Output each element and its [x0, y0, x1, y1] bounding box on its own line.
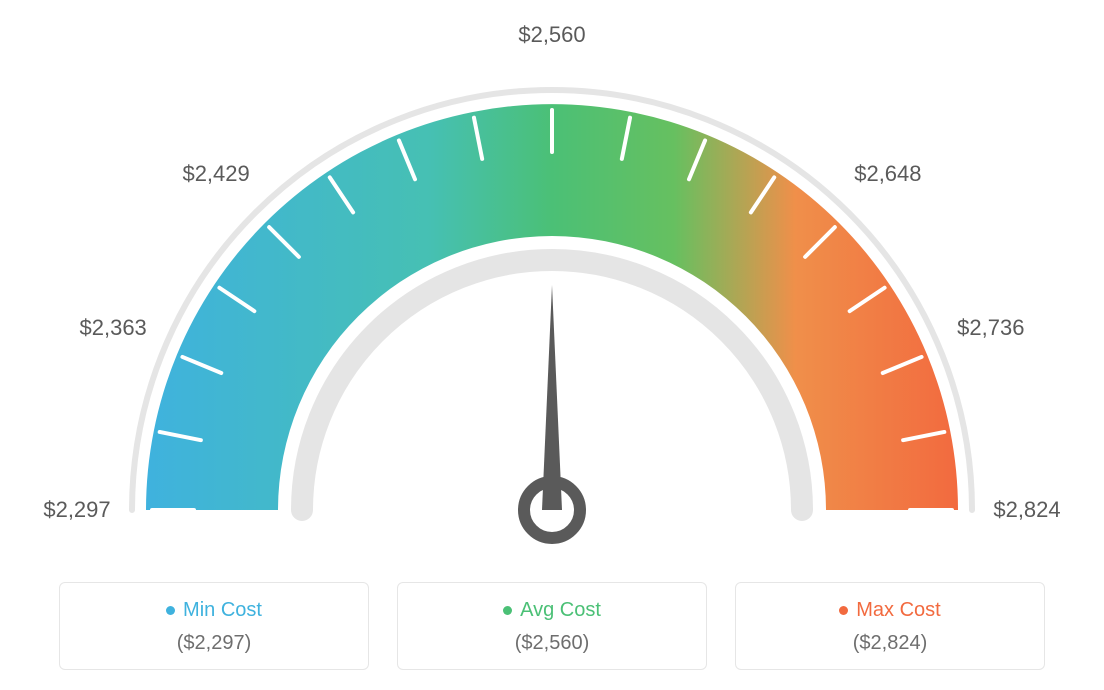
gauge-tick-label: $2,736 [957, 315, 1024, 341]
avg-cost-value: ($2,560) [398, 632, 706, 655]
gauge-tick-label: $2,297 [43, 497, 110, 523]
avg-cost-label-row: Avg Cost [398, 599, 706, 622]
summary-cards: Min Cost ($2,297) Avg Cost ($2,560) Max … [0, 582, 1104, 670]
cost-gauge-container: $2,297 $2,363 $2,429 $2,560 $2,648 $2,736 $2,8… [0, 0, 1104, 690]
avg-cost-card: Avg Cost ($2,560) [397, 582, 707, 670]
max-cost-label: Max Cost [856, 599, 940, 622]
min-cost-card: Min Cost ($2,297) [59, 582, 369, 670]
min-cost-label: Min Cost [183, 599, 262, 622]
gauge-svg [0, 0, 1104, 560]
max-cost-label-row: Max Cost [736, 599, 1044, 622]
gauge-tick-label: $2,560 [518, 22, 585, 48]
min-cost-dot [166, 606, 175, 615]
max-cost-value: ($2,824) [736, 632, 1044, 655]
gauge-tick-label: $2,824 [993, 497, 1060, 523]
avg-cost-dot [503, 606, 512, 615]
max-cost-dot [839, 606, 848, 615]
avg-cost-label: Avg Cost [520, 599, 601, 622]
gauge-tick-label: $2,648 [854, 161, 921, 187]
min-cost-value: ($2,297) [60, 632, 368, 655]
gauge-tick-label: $2,363 [80, 315, 147, 341]
min-cost-label-row: Min Cost [60, 599, 368, 622]
gauge-chart: $2,297 $2,363 $2,429 $2,560 $2,648 $2,736 $2,8… [0, 0, 1104, 560]
max-cost-card: Max Cost ($2,824) [735, 582, 1045, 670]
gauge-tick-label: $2,429 [182, 161, 249, 187]
